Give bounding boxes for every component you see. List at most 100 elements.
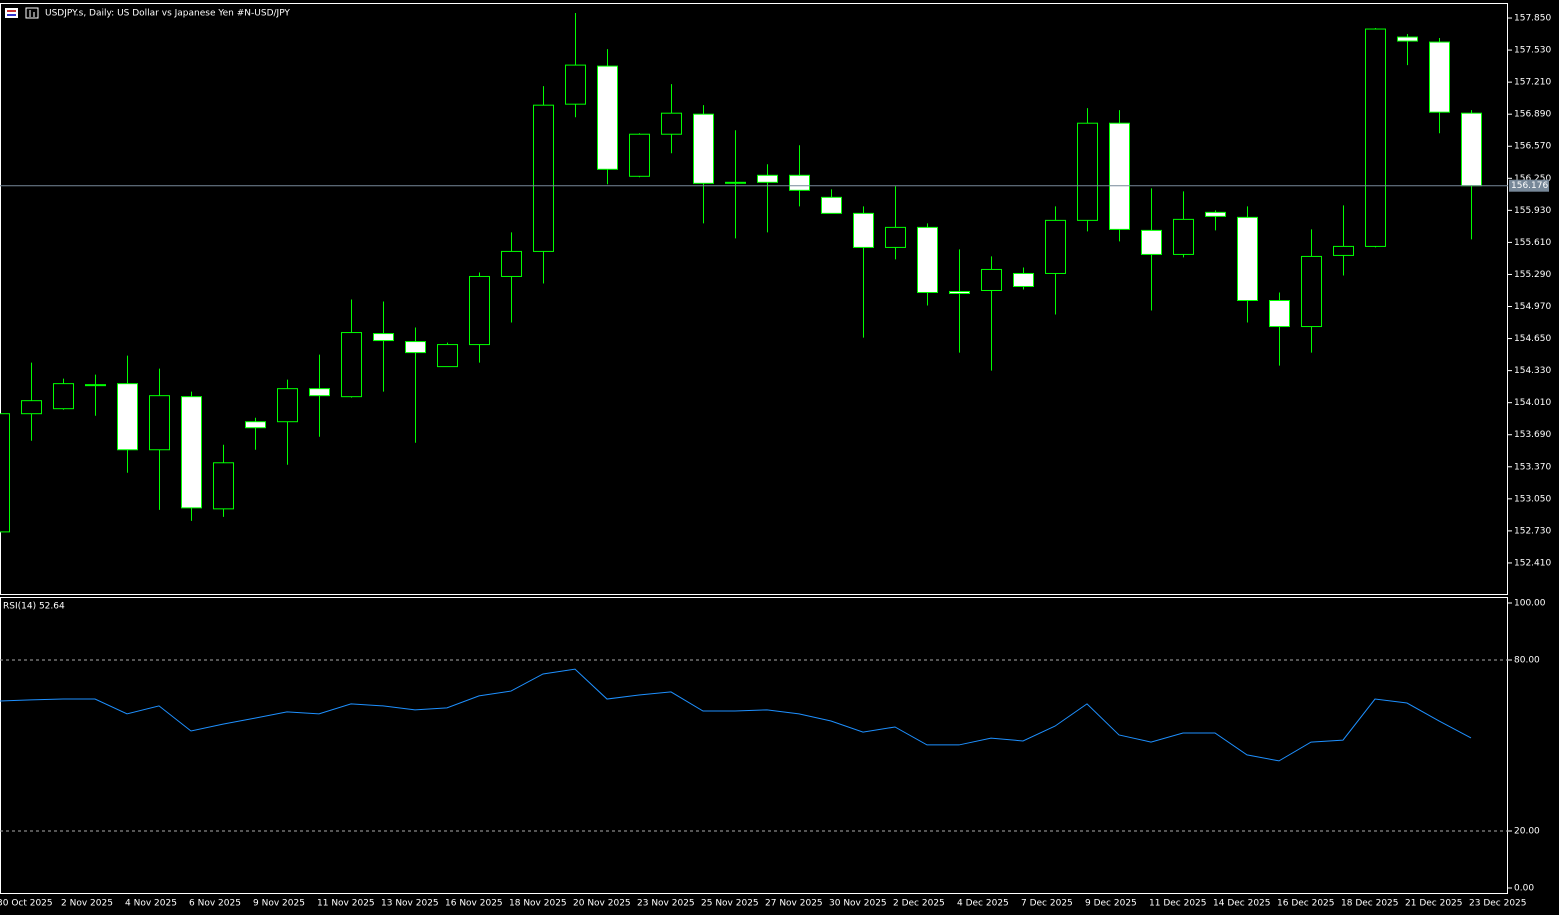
candle-body [469, 275, 490, 346]
x-tick-label: 9 Nov 2025 [253, 899, 305, 909]
candle-body [1461, 112, 1482, 187]
candle-body [213, 462, 234, 510]
candle-body [533, 104, 554, 252]
candle-body [245, 421, 266, 429]
icon-part [7, 14, 16, 16]
candle-body [1365, 28, 1386, 247]
x-tick-label: 18 Nov 2025 [509, 899, 567, 909]
candle-body [85, 384, 106, 387]
candle-body [181, 396, 202, 509]
y-tick-label: 152.410 [1514, 558, 1551, 568]
y-tick-label: 157.530 [1514, 46, 1551, 56]
candle-body [629, 133, 650, 177]
candle-body [1205, 211, 1226, 217]
x-tick-label: 30 Oct 2025 [0, 899, 53, 909]
chart-title: USDJPY.s, Daily: US Dollar vs Japanese Y… [45, 9, 290, 19]
x-tick-label: 11 Nov 2025 [317, 899, 375, 909]
candle-body [565, 64, 586, 105]
x-tick-label: 14 Dec 2025 [1213, 899, 1271, 909]
candle-body [341, 332, 362, 398]
candle-body [693, 113, 714, 184]
y-tick-label: 154.010 [1514, 398, 1551, 408]
candle-body [1013, 272, 1034, 287]
x-tick-label: 2 Dec 2025 [893, 899, 945, 909]
candle-body [277, 388, 298, 423]
candle-body [117, 383, 138, 451]
x-tick-label: 7 Dec 2025 [1021, 899, 1073, 909]
candle-body [1077, 122, 1098, 221]
current-price-label: 156.176 [1511, 181, 1548, 191]
candle-body [821, 196, 842, 214]
candle-body [949, 290, 970, 294]
x-tick-label: 30 Nov 2025 [829, 899, 887, 909]
y-tick-label: 157.210 [1514, 78, 1551, 88]
icon [25, 7, 39, 19]
candle-body [1397, 36, 1418, 42]
y-tick-label: 157.850 [1514, 14, 1551, 24]
candle-body [309, 388, 330, 397]
x-tick-label: 27 Nov 2025 [765, 899, 823, 909]
y-tick-label: 155.930 [1514, 206, 1551, 216]
candle-body [1237, 216, 1258, 302]
x-tick-label: 13 Nov 2025 [381, 899, 439, 909]
candle-body [501, 250, 522, 277]
x-tick-label: 23 Nov 2025 [637, 899, 695, 909]
candle-body [789, 174, 810, 191]
y-tick-label: 153.050 [1514, 494, 1551, 504]
x-tick-label: 16 Dec 2025 [1277, 899, 1335, 909]
x-tick-label: 9 Dec 2025 [1085, 899, 1137, 909]
candle-body [1173, 218, 1194, 255]
y-tick-label: 156.570 [1514, 142, 1551, 152]
candle-body [1269, 300, 1290, 328]
x-tick-label: 23 Dec 2025 [1469, 899, 1527, 909]
x-tick-label: 4 Nov 2025 [125, 899, 177, 909]
y-tick-label: 154.970 [1514, 302, 1551, 312]
x-tick-label: 20 Nov 2025 [573, 899, 631, 909]
candle-body [149, 395, 170, 451]
y-tick-label: 152.730 [1514, 526, 1551, 536]
y-tick-label: 155.610 [1514, 238, 1551, 248]
candle-body [1141, 229, 1162, 255]
y-tick-label: 156.890 [1514, 110, 1551, 120]
icon-part [7, 10, 16, 12]
rsi-pane-frame [0, 597, 1508, 894]
x-tick-label: 11 Dec 2025 [1149, 899, 1207, 909]
y-tick-label: 100.00 [1514, 599, 1546, 609]
main-pane-frame [0, 3, 1508, 595]
icon [5, 8, 18, 18]
candle-body [661, 112, 682, 135]
candle-body [21, 400, 42, 415]
current-price-box [1509, 179, 1549, 192]
y-tick-label: 0.00 [1514, 884, 1534, 894]
x-tick-label: 4 Dec 2025 [957, 899, 1009, 909]
candle-body [437, 344, 458, 368]
y-tick-label: 154.330 [1514, 366, 1551, 376]
y-tick-label: 20.00 [1514, 827, 1540, 837]
candle-body [1333, 245, 1354, 256]
candle-body [405, 341, 426, 354]
candle-body [53, 383, 74, 410]
candle-body [373, 333, 394, 342]
x-tick-label: 18 Dec 2025 [1341, 899, 1399, 909]
toolbar-icons [5, 7, 39, 19]
candle-body [1109, 122, 1130, 230]
x-tick-label: 16 Nov 2025 [445, 899, 503, 909]
indicator-title: RSI(14) 52.64 [3, 602, 65, 612]
x-tick-label: 21 Dec 2025 [1405, 899, 1463, 909]
y-tick-label: 156.250 [1514, 174, 1551, 184]
candle-body [725, 181, 746, 184]
candle-body [757, 174, 778, 183]
x-tick-label: 6 Nov 2025 [189, 899, 241, 909]
y-tick-label: 153.370 [1514, 462, 1551, 472]
candle-body [917, 226, 938, 293]
candle-body [885, 226, 906, 248]
candle-body [597, 65, 618, 170]
candle-body [1301, 255, 1322, 328]
candle-body [1045, 219, 1066, 274]
candle-body [853, 212, 874, 248]
y-tick-label: 80.00 [1514, 656, 1540, 666]
x-tick-label: 25 Nov 2025 [701, 899, 759, 909]
